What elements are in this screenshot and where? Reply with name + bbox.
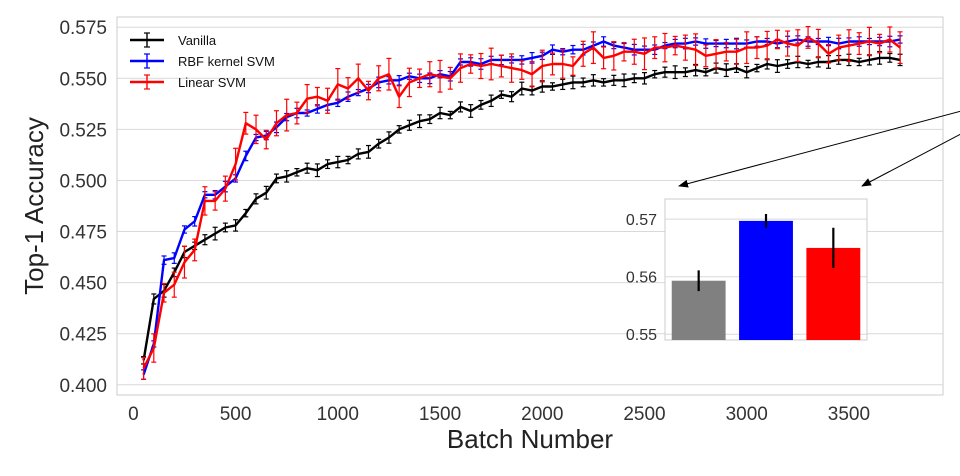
inset-y-tick-label: 0.57	[626, 212, 657, 229]
inset-y-tick-label: 0.55	[626, 327, 657, 344]
legend: Vanilla RBF kernel SVM Linear SVM	[130, 32, 275, 90]
y-tick-label: 0.400	[59, 376, 107, 397]
legend-label: Vanilla	[178, 33, 217, 48]
legend-item: Vanilla	[130, 32, 217, 48]
legend-label: RBF kernel SVM	[178, 54, 275, 69]
main-series	[141, 25, 903, 380]
y-tick-label: 0.425	[59, 325, 107, 346]
inset-bar-chart: 0.55 0.56 0.57	[626, 198, 868, 344]
y-tick-label: 0.475	[59, 223, 107, 244]
y-tick-label: 0.550	[59, 69, 107, 90]
x-axis-title: Batch Number	[447, 424, 614, 454]
inset-arrows	[678, 110, 960, 188]
legend-item: RBF kernel SVM	[130, 53, 275, 69]
main-plot-frame	[116, 16, 944, 396]
inset-tick-labels: 0.55 0.56 0.57	[626, 212, 657, 344]
main-tick-labels: 0.4000.4250.4500.4750.5000.5250.5500.575…	[59, 18, 870, 425]
x-tick-label: 3000	[726, 404, 768, 425]
x-tick-label: 500	[220, 404, 252, 425]
y-tick-label: 0.500	[59, 171, 107, 192]
inset-bars	[671, 213, 861, 340]
legend-label: Linear SVM	[178, 75, 246, 90]
arrow-right	[861, 133, 960, 187]
legend-item: Linear SVM	[130, 74, 246, 90]
x-tick-label: 1000	[317, 404, 359, 425]
x-tick-label: 0	[128, 404, 139, 425]
x-tick-label: 1500	[419, 404, 461, 425]
inset-bar-rbf-kernel-svm	[739, 220, 793, 340]
x-tick-label: 3500	[828, 404, 870, 425]
x-tick-label: 2500	[623, 404, 665, 425]
y-tick-label: 0.525	[59, 120, 107, 141]
x-tick-label: 2000	[521, 404, 563, 425]
y-axis-title: Top-1 Accuracy	[19, 117, 49, 295]
series-linear-svm	[141, 25, 903, 380]
inset-y-tick-label: 0.56	[626, 270, 657, 287]
y-tick-label: 0.575	[59, 18, 107, 39]
arrow-left	[678, 110, 960, 188]
y-tick-label: 0.450	[59, 274, 107, 295]
